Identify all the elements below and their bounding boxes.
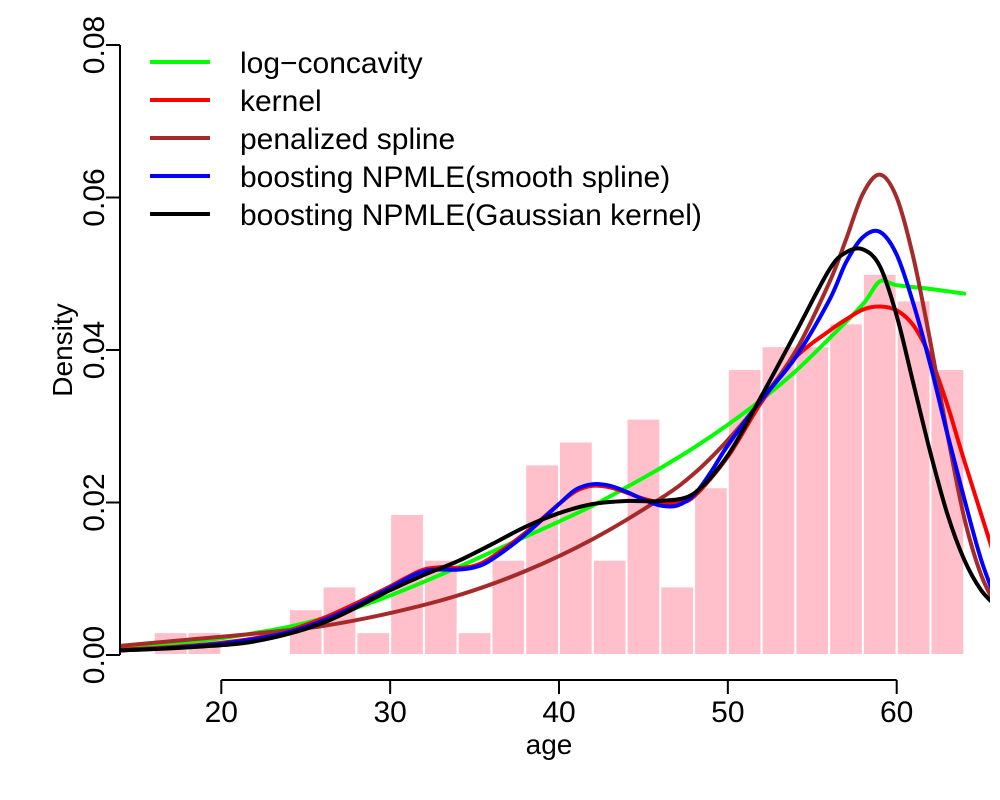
x-tick-label: 20 bbox=[205, 696, 238, 729]
x-tick-label: 40 bbox=[542, 696, 575, 729]
legend-label-1: kernel bbox=[240, 85, 322, 118]
histogram bbox=[152, 272, 966, 656]
x-tick-label: 30 bbox=[373, 696, 406, 729]
histogram-bar-12 bbox=[625, 417, 662, 656]
y-tick-label: 0.02 bbox=[78, 473, 111, 531]
histogram-bar-20 bbox=[895, 299, 932, 656]
x-tick-label: 50 bbox=[711, 696, 744, 729]
legend-label-2: penalized spline bbox=[240, 123, 455, 156]
x-tick-label: 60 bbox=[880, 696, 913, 729]
histogram-bar-15 bbox=[726, 368, 763, 656]
histogram-bar-13 bbox=[659, 585, 696, 656]
y-tick-label: 0.06 bbox=[78, 168, 111, 226]
histogram-bar-18 bbox=[828, 322, 864, 656]
series-line-4 bbox=[120, 246, 990, 653]
legend-label-0: log−concavity bbox=[240, 47, 423, 80]
histogram-bar-11 bbox=[591, 558, 628, 656]
histogram-bar-17 bbox=[794, 345, 831, 656]
y-tick-label: 0.00 bbox=[78, 626, 111, 684]
histogram-bar-16 bbox=[760, 345, 797, 656]
density-curves bbox=[120, 172, 990, 653]
y-tick-label: 0.08 bbox=[78, 16, 111, 74]
y-axis-title: Density bbox=[47, 303, 78, 396]
histogram-bar-14 bbox=[693, 486, 729, 656]
x-axis-title: age bbox=[526, 729, 573, 760]
y-tick-label: 0.04 bbox=[78, 321, 111, 379]
axes: 20 30 40 50 60 0.00 0.02 0.04 0.06 0.08 bbox=[78, 16, 913, 729]
histogram-bar-19 bbox=[861, 272, 898, 656]
series-line-3 bbox=[120, 228, 990, 653]
histogram-bar-4 bbox=[355, 631, 392, 656]
legend-label-4: boosting NPMLE(Gaussian kernel) bbox=[240, 199, 702, 232]
legend-label-3: boosting NPMLE(smooth spline) bbox=[240, 161, 670, 194]
histogram-bar-7 bbox=[456, 631, 493, 656]
legend: log−concavity kernel penalized spline boost… bbox=[150, 47, 702, 232]
